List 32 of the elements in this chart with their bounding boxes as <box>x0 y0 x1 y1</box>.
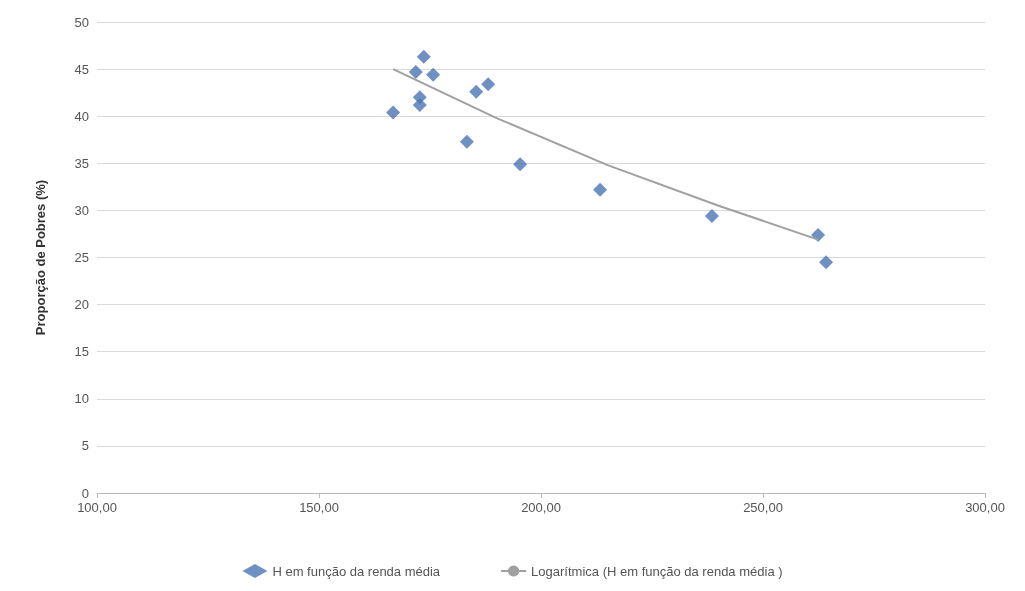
x-tick-label: 150,00 <box>299 500 339 515</box>
y-tick-label: 50 <box>74 14 89 30</box>
x-tick-label: 100,00 <box>77 500 117 515</box>
point <box>704 209 719 224</box>
point <box>819 255 834 270</box>
y-tick-label: 35 <box>74 155 89 171</box>
y-tick-label: 20 <box>74 297 89 313</box>
legend-label: Logarítmica (H em função da renda média ) <box>531 563 783 579</box>
y-tick-label: 25 <box>74 250 89 265</box>
legend-label: H em função da renda média <box>272 563 441 579</box>
x-tick-label: 200,00 <box>521 500 561 515</box>
point <box>811 227 826 242</box>
point <box>408 64 423 79</box>
y-tick-label: 45 <box>74 61 89 77</box>
x-tick-label: 250,00 <box>743 500 783 515</box>
point <box>593 182 608 197</box>
point <box>416 49 431 64</box>
point <box>469 84 484 99</box>
point <box>386 105 401 120</box>
point <box>412 97 427 112</box>
y-axis-title: Proporção de Pobres (%) <box>33 179 48 336</box>
x-tick-label: 300,00 <box>965 500 1005 515</box>
y-tick-label: 40 <box>74 108 89 124</box>
point <box>426 67 441 82</box>
point <box>481 77 496 92</box>
point <box>513 157 528 172</box>
point <box>459 134 474 149</box>
y-tick-label: 10 <box>74 391 89 407</box>
y-tick-label: 30 <box>74 202 89 218</box>
y-tick-label: 15 <box>74 344 89 360</box>
y-tick-label: 0 <box>81 485 89 501</box>
y-tick-label: 5 <box>81 438 89 454</box>
